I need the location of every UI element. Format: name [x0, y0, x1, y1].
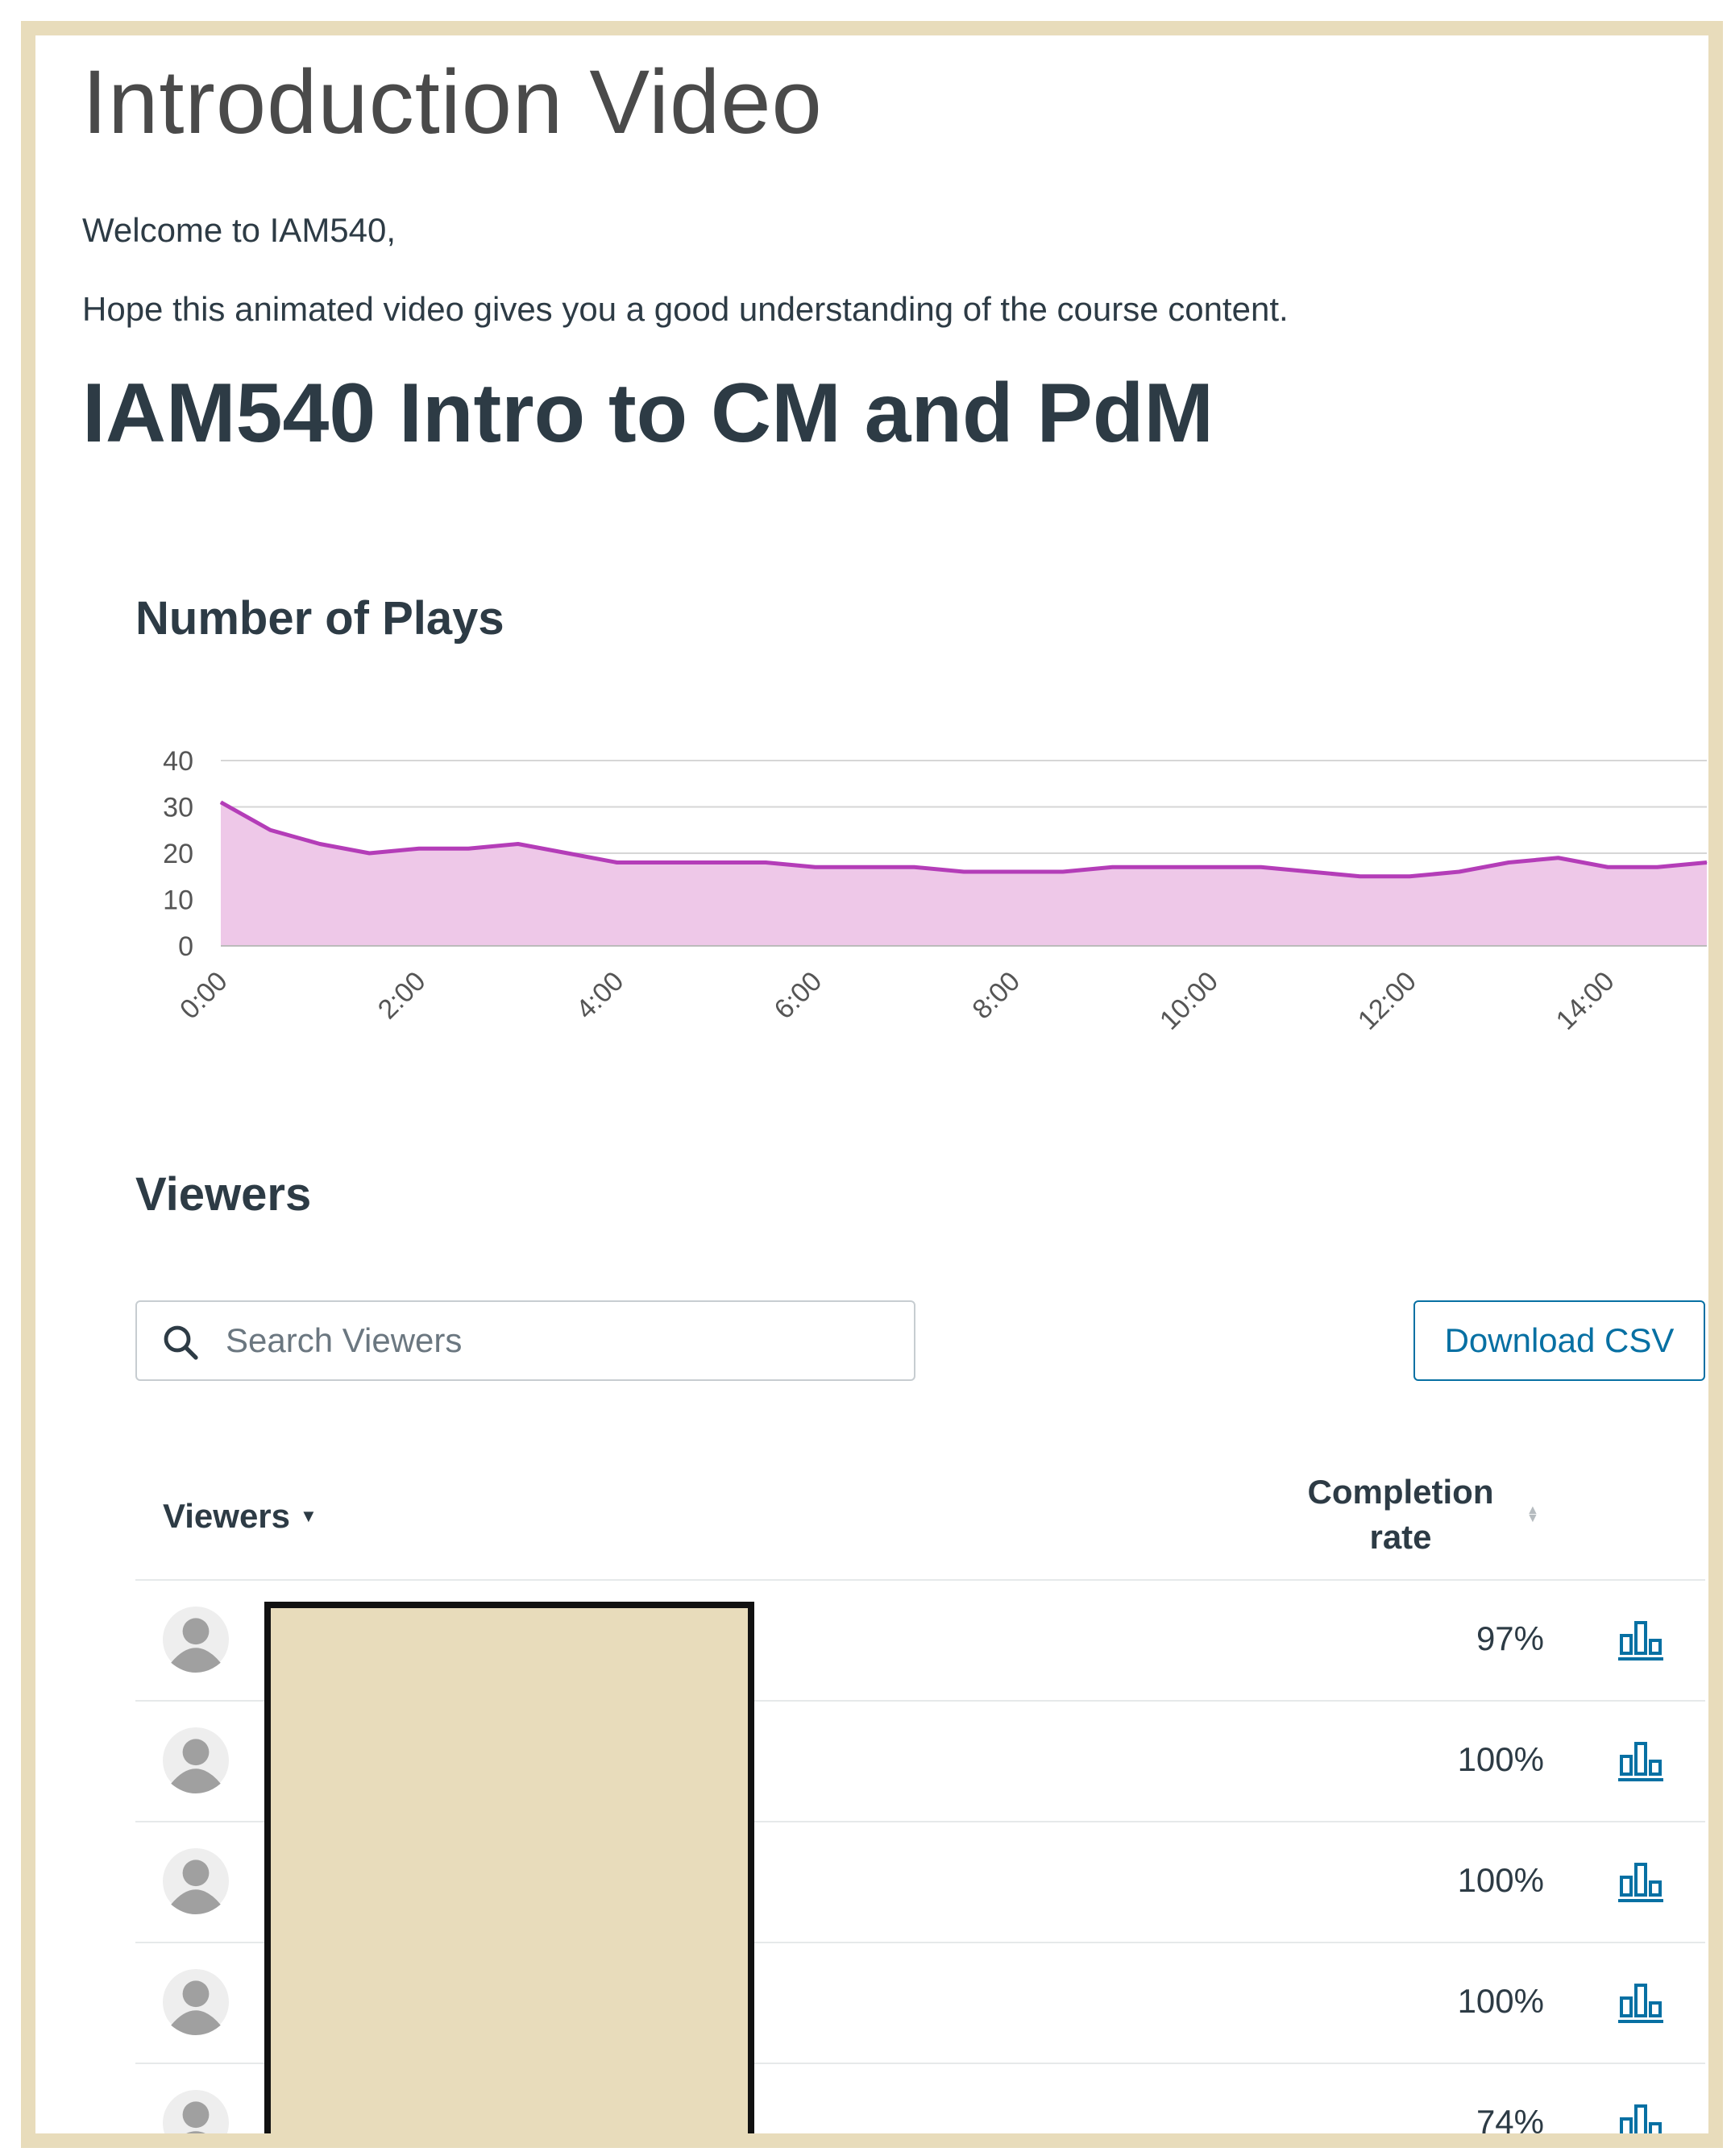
- y-tick-label: 0: [178, 931, 193, 962]
- content-frame: Introduction Video Welcome to IAM540, Ho…: [21, 21, 1723, 2148]
- data-point: [1706, 862, 1708, 863]
- search-viewers-box[interactable]: [135, 1300, 915, 1381]
- plays-chart: 0 10 20 30 40 0:00 2:00 4:00 6:00 8:00 10:00 12:00 1…: [163, 746, 1708, 1036]
- completion-column-header[interactable]: Completion rate: [1280, 1470, 1521, 1560]
- sort-icon[interactable]: ▲ ▼: [1526, 1503, 1539, 1525]
- data-point: [1161, 866, 1163, 868]
- y-tick-label: 40: [163, 746, 193, 777]
- user-avatar-icon: [163, 1607, 229, 1673]
- description-text: Hope this animated video gives you a goo…: [82, 290, 1289, 328]
- user-avatar-icon: [163, 1969, 229, 2035]
- data-point: [1359, 876, 1361, 877]
- bar-chart-icon[interactable]: [1618, 1619, 1663, 1661]
- download-csv-button[interactable]: Download CSV: [1413, 1300, 1705, 1381]
- data-point: [1260, 866, 1262, 868]
- viewers-table-body: 97% 100% 100% 100% 74%: [135, 1581, 1705, 2145]
- table-row: 100%: [135, 1702, 1705, 1822]
- x-tick-label: 10:00: [1154, 966, 1224, 1036]
- x-tick-label: 8:00: [966, 966, 1026, 1026]
- search-icon: [164, 1325, 198, 1360]
- completion-column-label-line1: Completion: [1307, 1473, 1494, 1511]
- welcome-text: Welcome to IAM540,: [82, 211, 396, 249]
- user-avatar-icon: [163, 1727, 229, 1793]
- x-tick-label: 0:00: [174, 966, 234, 1026]
- data-point: [616, 862, 618, 863]
- data-point: [1558, 857, 1559, 859]
- completion-rate: 100%: [1457, 1982, 1544, 2020]
- data-point: [815, 866, 816, 868]
- data-point: [1210, 866, 1212, 868]
- bar-chart-icon[interactable]: [1618, 1740, 1663, 1782]
- table-row: 100%: [135, 1943, 1705, 2064]
- plays-area: [221, 802, 1707, 946]
- completion-rate: 100%: [1457, 1740, 1544, 1778]
- caret-down-icon: ▼: [300, 1506, 318, 1526]
- data-point: [864, 866, 866, 868]
- x-tick-label: 12:00: [1352, 966, 1422, 1036]
- viewers-section-title: Viewers: [135, 1168, 312, 1221]
- data-point: [1310, 871, 1311, 873]
- y-tick-label: 30: [163, 793, 193, 823]
- bar-chart-icon[interactable]: [1618, 1861, 1663, 1903]
- completion-rate: 100%: [1457, 1861, 1544, 1899]
- x-tick-label: 14:00: [1550, 966, 1621, 1036]
- user-avatar-icon: [163, 1848, 229, 1914]
- completion-rate: 74%: [1476, 2103, 1544, 2141]
- data-point: [666, 862, 667, 863]
- x-tick-label: 4:00: [571, 966, 630, 1026]
- completion-column-label-line2: rate: [1369, 1518, 1432, 1556]
- table-row: 97%: [135, 1581, 1705, 1702]
- data-point: [914, 866, 915, 868]
- data-point: [1409, 876, 1410, 877]
- user-avatar-icon: [163, 2090, 229, 2133]
- data-point: [567, 852, 568, 854]
- bar-chart-icon[interactable]: [1618, 1982, 1663, 2024]
- data-point: [368, 852, 370, 854]
- viewers-table-header: Viewers ▼ Completion rate ▲ ▼: [135, 1453, 1705, 1581]
- viewers-column-header[interactable]: Viewers ▼: [163, 1497, 318, 1536]
- bar-chart-icon[interactable]: [1618, 2103, 1663, 2145]
- data-point: [1607, 866, 1609, 868]
- data-point: [269, 829, 271, 831]
- table-row: 100%: [135, 1822, 1705, 1943]
- redaction-box: [264, 1602, 754, 2133]
- search-viewers-input[interactable]: [226, 1316, 886, 1365]
- data-point: [1111, 866, 1113, 868]
- data-point: [1062, 871, 1064, 873]
- data-point: [467, 848, 469, 849]
- data-point: [1657, 866, 1658, 868]
- plays-section-title: Number of Plays: [135, 592, 504, 645]
- x-tick-label: 6:00: [769, 966, 828, 1026]
- table-row: 74%: [135, 2064, 1705, 2145]
- page-title: Introduction Video: [82, 52, 823, 152]
- y-tick-label: 20: [163, 839, 193, 869]
- data-point: [418, 848, 420, 849]
- video-title: IAM540 Intro to CM and PdM: [82, 367, 1214, 460]
- data-point: [1012, 871, 1014, 873]
- data-point: [963, 871, 965, 873]
- x-tick-label: 2:00: [372, 966, 432, 1026]
- completion-rate: 97%: [1476, 1619, 1544, 1657]
- viewers-column-label: Viewers: [163, 1497, 291, 1535]
- y-tick-label: 10: [163, 885, 193, 916]
